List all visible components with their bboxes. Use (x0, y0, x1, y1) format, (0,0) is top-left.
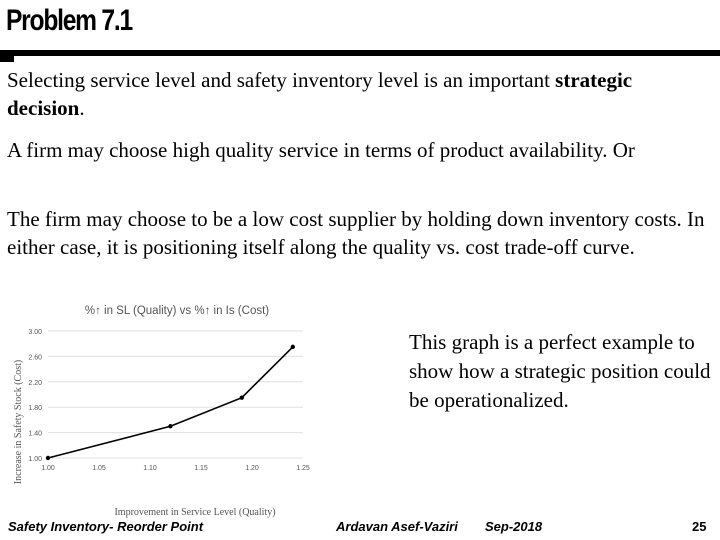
chart-point (239, 395, 244, 400)
graph-explanation: This graph is a perfect example to show … (409, 330, 711, 412)
paragraph-strategic-decision-end: . (79, 96, 85, 120)
chart-y-tick-label: 2.20 (28, 380, 42, 387)
chart-y-tick-label: 1.40 (28, 431, 42, 438)
chart-y-axis-label: Increase in Safety Stock (Cost) (13, 360, 24, 484)
chart-y-tick-label: 1.00 (28, 456, 42, 463)
tradeoff-chart-svg: %↑ in SL (Quality) vs %↑ in Is (Cost) In… (13, 305, 310, 518)
paragraph-high-quality: A firm may choose high quality service i… (7, 138, 635, 162)
chart-y-tick-label: 1.80 (28, 405, 42, 412)
chart-x-tick-label: 1.10 (143, 465, 157, 472)
chart-y-tick-label: 2.60 (28, 354, 42, 361)
chart-x-tick-label: 1.15 (194, 465, 208, 472)
chart-x-tick-label: 1.05 (92, 465, 106, 472)
slide-title: Problem 7.1 (6, 4, 133, 37)
chart-title: %↑ in SL (Quality) vs %↑ in Is (Cost) (85, 305, 269, 317)
footer-date: Sep-2018 (485, 519, 543, 534)
footer-author: Ardavan Asef-Vaziri (336, 519, 458, 534)
title-divider (0, 50, 720, 56)
chart-series-line (47, 346, 294, 459)
chart-point (168, 424, 173, 429)
paragraph-strategic-decision: Selecting service level and safety inven… (7, 66, 713, 122)
chart-x-tick-label: 1.20 (245, 465, 259, 472)
tradeoff-chart: %↑ in SL (Quality) vs %↑ in Is (Cost) In… (5, 293, 350, 525)
chart-x-axis-label: Improvement in Service Level (Quality) (114, 507, 275, 518)
paragraph-strategic-decision-text: Selecting service level and safety inven… (7, 68, 556, 92)
footer-course: Safety Inventory- Reorder Point (8, 519, 204, 534)
chart-x-tick-label: 1.00 (41, 465, 55, 472)
paragraph-low-cost: The firm may choose to be a low cost sup… (7, 207, 705, 259)
chart-point (290, 344, 295, 350)
page-number: 25 (692, 519, 707, 534)
chart-y-tick-label: 3.00 (28, 329, 42, 336)
chart-x-tick-label: 1.25 (296, 465, 310, 472)
chart-point (45, 455, 51, 461)
paragraph-strategic-decision-bold: strategic decision (7, 68, 633, 120)
title-divider-tick (0, 56, 14, 62)
